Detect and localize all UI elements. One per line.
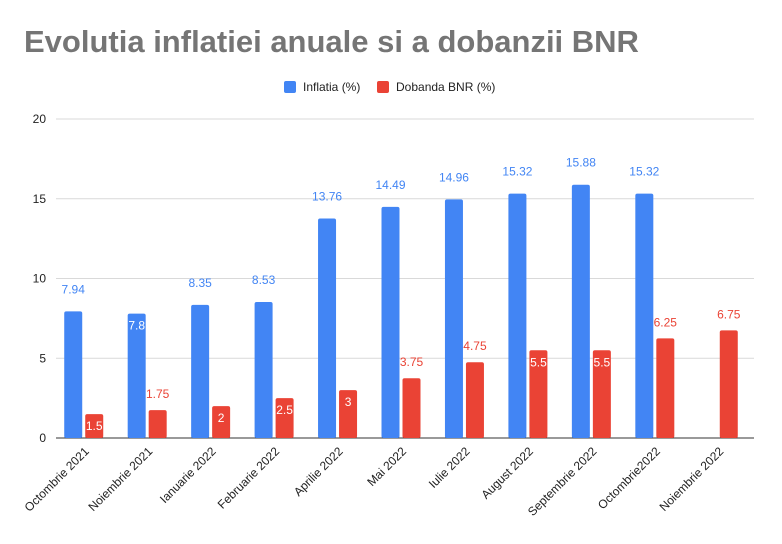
data-label-dobanda-bnr-august-2022: 5.5 [530,355,547,369]
x-tick-label-ianuarie-2022: Ianuarie 2022 [157,444,219,506]
data-label-dobanda-bnr-ianuarie-2022: 2 [218,411,225,425]
data-label-dobanda-bnr-noiembrie-2021: 1.75 [146,387,170,401]
bar-dobanda-bnr-aprilie-2022 [339,390,358,438]
bar-dobanda-bnr-februarie-2022 [275,398,294,438]
data-label-inflatia-august-2022: 15.32 [502,165,532,179]
x-tick-label-octombrie-2021: Octombrie 2021 [22,444,93,515]
data-label-dobanda-bnr-septembrie-2022: 5.5 [594,355,611,369]
data-label-inflatia-octombrie-2021: 7.94 [62,282,86,296]
bar-dobanda-bnr-august-2022 [529,350,548,438]
bar-dobanda-bnr-octombrie-2021 [85,414,104,438]
bar-dobanda-bnr-noiembrie-2022 [719,330,738,438]
bar-dobanda-bnr-noiembrie-2021 [148,410,167,438]
x-tick-label-noiembrie-2022: Noiembrie 2022 [657,444,727,514]
legend-swatch-dobanda-bnr [377,81,389,93]
bar-inflatia-noiembrie-2021 [127,313,146,438]
x-tick-label-februarie-2022: Februarie 2022 [215,444,283,512]
data-label-inflatia-aprilie-2022: 13.76 [312,190,342,204]
x-tick-label-octombrie2022: Octombrie2022 [595,444,663,512]
data-label-inflatia-septembrie-2022: 15.88 [566,156,596,170]
data-label-dobanda-bnr-octombrie2022: 6.25 [654,315,678,329]
bar-dobanda-bnr-mai-2022 [402,378,421,438]
bar-inflatia-mai-2022 [381,206,400,438]
x-tick-label-mai-2022: Mai 2022 [364,444,409,489]
data-label-inflatia-mai-2022: 14.49 [375,178,405,192]
chart-title: Evolutia inflatiei anuale si a dobanzii … [24,24,639,59]
bar-inflatia-octombrie2022 [635,193,654,438]
x-tick-label-septembrie-2022: Septembrie 2022 [525,444,600,519]
data-label-inflatia-ianuarie-2022: 8.35 [188,276,212,290]
x-tick-label-aprilie-2022: Aprilie 2022 [291,444,346,499]
bar-dobanda-bnr-iulie-2022 [465,362,484,438]
bar-dobanda-bnr-octombrie2022 [656,338,675,438]
data-label-dobanda-bnr-iulie-2022: 4.75 [463,339,487,353]
data-label-dobanda-bnr-mai-2022: 3.75 [400,355,424,369]
y-tick-label: 15 [33,192,47,206]
bar-dobanda-bnr-ianuarie-2022 [212,406,231,438]
data-label-dobanda-bnr-februarie-2022: 2.5 [276,403,293,417]
x-tick-label-noiembrie-2021: Noiembrie 2021 [85,444,155,514]
legend-label-inflatia: Inflatia (%) [303,80,360,94]
data-label-inflatia-iulie-2022: 14.96 [439,170,469,184]
bar-dobanda-bnr-septembrie-2022 [592,350,611,438]
data-label-dobanda-bnr-octombrie-2021: 1.5 [86,419,103,433]
y-tick-label: 5 [39,351,46,365]
y-tick-label: 0 [39,431,46,445]
data-label-dobanda-bnr-noiembrie-2022: 6.75 [717,307,741,321]
x-tick-label-iulie-2022: Iulie 2022 [426,444,473,491]
legend-label-dobanda-bnr: Dobanda BNR (%) [396,80,495,94]
bar-inflatia-ianuarie-2022 [191,304,210,438]
bar-inflatia-februarie-2022 [254,301,273,438]
y-tick-label: 20 [33,112,47,126]
bar-inflatia-septembrie-2022 [571,184,590,438]
bar-inflatia-aprilie-2022 [318,218,337,438]
data-label-inflatia-octombrie2022: 15.32 [629,165,659,179]
x-tick-label-august-2022: August 2022 [478,444,536,502]
data-label-dobanda-bnr-aprilie-2022: 3 [345,395,352,409]
bar-inflatia-iulie-2022 [444,199,463,438]
bar-inflatia-octombrie-2021 [64,311,83,438]
bar-inflatia-august-2022 [508,193,527,438]
y-tick-label: 10 [33,272,47,286]
data-label-inflatia-februarie-2022: 8.53 [252,273,276,287]
legend-swatch-inflatia [284,81,296,93]
data-label-inflatia-noiembrie-2021: 7.8 [128,319,145,333]
